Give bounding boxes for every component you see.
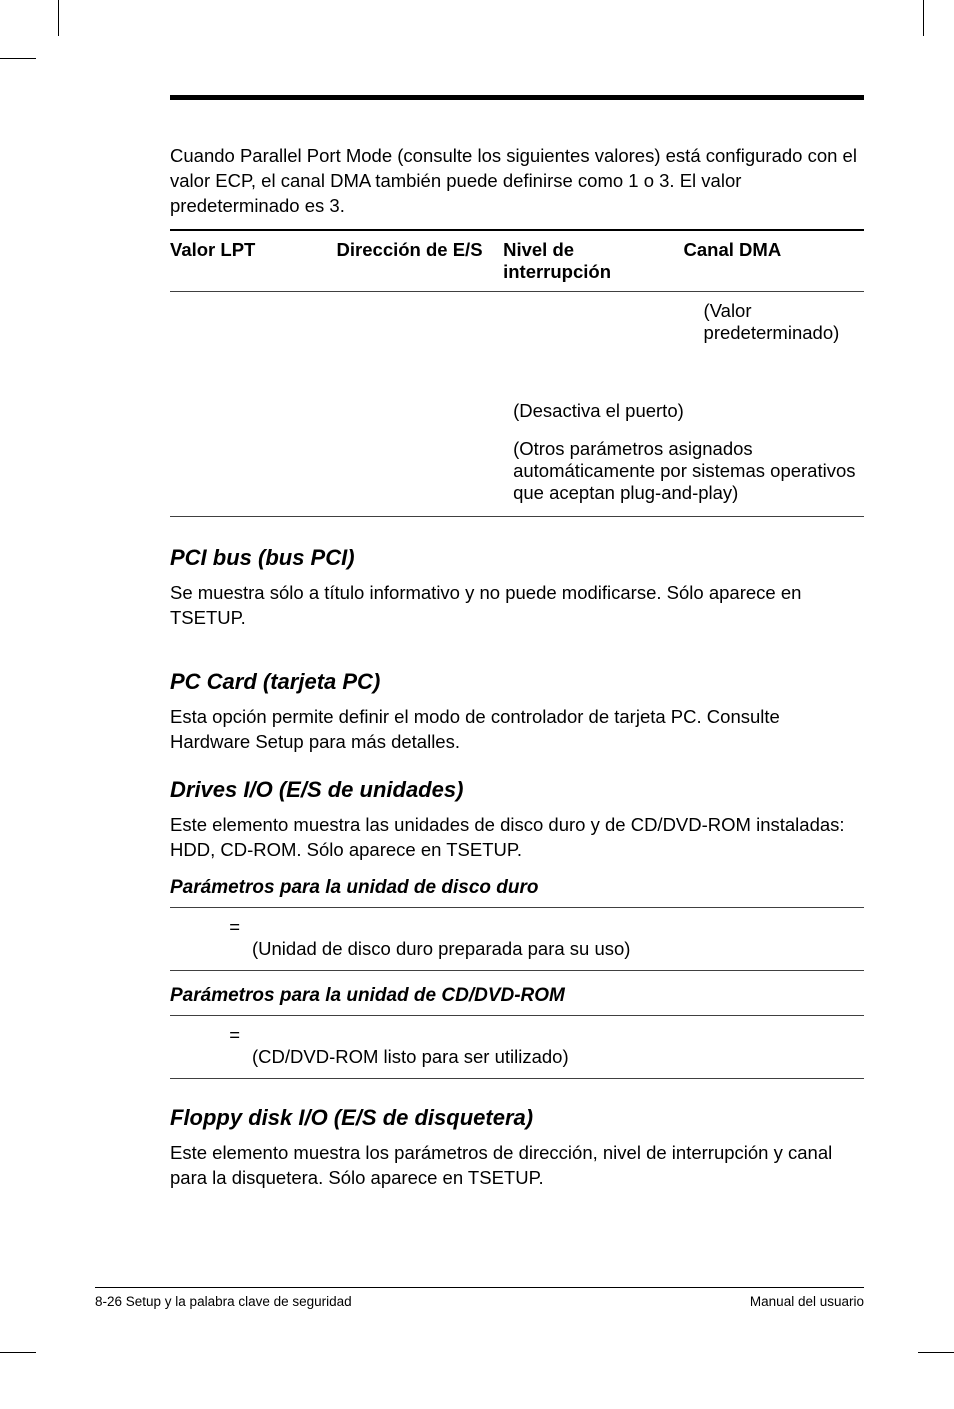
floppy-io-heading: Floppy disk I/O (E/S de disquetera) [170, 1105, 864, 1131]
page-content: Cuando Parallel Port Mode (consulte los … [0, 0, 954, 1409]
intro-paragraph: Cuando Parallel Port Mode (consulte los … [170, 144, 864, 219]
header-direccion: Dirección de E/S [337, 231, 504, 291]
cd-note: (CD/DVD-ROM listo para ser utilizado) [240, 1024, 864, 1068]
header-nivel: Nivel de interrupción [503, 231, 683, 291]
cd-eq: = [170, 1024, 240, 1068]
drives-io-body: Este elemento muestra las unidades de di… [170, 813, 864, 863]
drives-io-heading: Drives I/O (E/S de unidades) [170, 777, 864, 803]
header-canal: Canal DMA [684, 231, 864, 291]
pc-card-body: Esta opción permite definir el modo de c… [170, 705, 864, 755]
cd-params-heading: Parámetros para la unidad de CD/DVD-ROM [170, 985, 864, 1007]
floppy-io-body: Este elemento muestra los parámetros de … [170, 1141, 864, 1191]
footer-right: Manual del usuario [750, 1294, 864, 1309]
cd-param-box: = (CD/DVD-ROM listo para ser utilizado) [170, 1015, 864, 1079]
pc-card-heading: PC Card (tarjeta PC) [170, 669, 864, 695]
default-value-note: (Valor predeterminado) [684, 292, 864, 352]
pci-bus-body: Se muestra sólo a título informativo y n… [170, 581, 864, 631]
top-rule [170, 95, 864, 100]
page-footer: 8-26 Setup y la palabra clave de segurid… [95, 1287, 864, 1309]
table-row: (Valor predeterminado) [170, 292, 864, 352]
hdd-param-box: = (Unidad de disco duro preparada para s… [170, 907, 864, 971]
lpt-table: Valor LPT Dirección de E/S Nivel de inte… [170, 229, 864, 517]
disable-port-note: (Desactiva el puerto) [503, 392, 864, 430]
header-valor-lpt: Valor LPT [170, 231, 337, 291]
table-header-row: Valor LPT Dirección de E/S Nivel de inte… [170, 231, 864, 291]
hdd-note: (Unidad de disco duro preparada para su … [240, 916, 864, 960]
pci-bus-heading: PCI bus (bus PCI) [170, 545, 864, 571]
hdd-eq: = [170, 916, 240, 960]
table-row: (Otros parámetros asignados automáticame… [170, 430, 864, 516]
hdd-params-heading: Parámetros para la unidad de disco duro [170, 877, 864, 899]
auto-params-note: (Otros parámetros asignados automáticame… [503, 430, 864, 516]
table-row: (Desactiva el puerto) [170, 392, 864, 430]
footer-left: 8-26 Setup y la palabra clave de segurid… [95, 1294, 352, 1309]
